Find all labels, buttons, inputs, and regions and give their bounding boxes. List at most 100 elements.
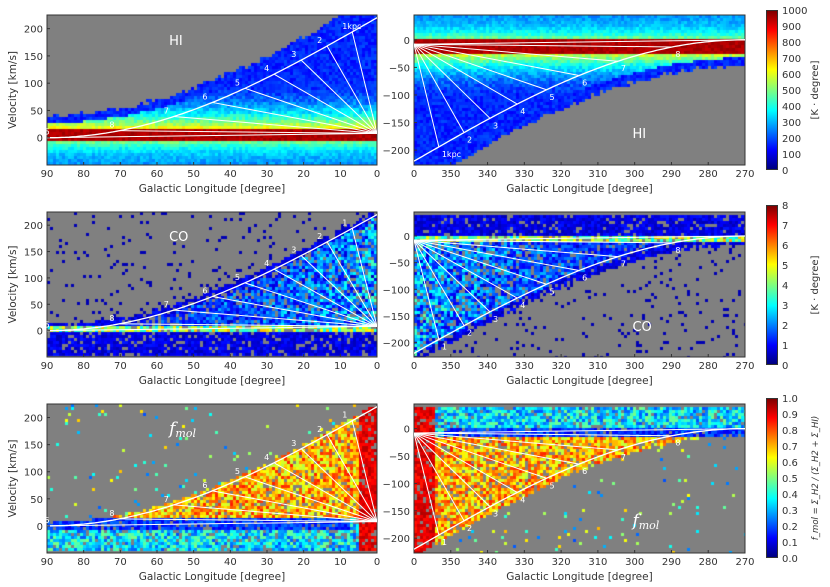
x-tick-label: 330 xyxy=(515,361,534,372)
colorbar-tick-label: 4 xyxy=(782,281,788,292)
colorbar-axis-2: 0.0 0.1 0.2 0.3 0.4 0.5 0.6 0.7 0.8 0.9 1.0 f_mol =… xyxy=(782,394,821,565)
y-tick-label: −50 xyxy=(389,452,410,463)
colorbar-tick-label: 0.0 xyxy=(782,554,798,565)
tangent-curve xyxy=(47,214,377,332)
radius-line xyxy=(47,132,377,139)
radius-line xyxy=(414,43,580,76)
radius-label: 2 xyxy=(467,136,472,145)
x-axis-label: Galactic Longitude [degree] xyxy=(139,571,285,583)
panel-title: CO xyxy=(632,320,651,335)
radius-label: 5 xyxy=(550,481,555,490)
radius-line xyxy=(414,432,465,522)
panel-title: HI xyxy=(169,34,183,49)
colorbar-tick-label: 3 xyxy=(782,301,788,312)
x-tick-label: 320 xyxy=(552,361,571,372)
x-tick-label: 80 xyxy=(77,557,90,568)
x-tick-label: 20 xyxy=(297,169,310,180)
radius-label: 6 xyxy=(202,481,207,490)
radius-line xyxy=(173,116,377,134)
x-tick-label: 300 xyxy=(625,361,644,372)
y-tick-label: −200 xyxy=(383,339,410,350)
radius-label: 2 xyxy=(317,232,322,241)
radius-line xyxy=(414,39,745,45)
x-tick-label: 70 xyxy=(114,169,127,180)
radius-line xyxy=(414,239,547,285)
radius-line xyxy=(212,296,377,327)
y-tick-label: 200 xyxy=(24,25,43,36)
colorbar-tick-label: 0.5 xyxy=(782,474,798,485)
radius-line xyxy=(326,434,377,522)
y-tick-label: 0 xyxy=(37,134,43,145)
radius-line xyxy=(414,43,518,105)
radius-line xyxy=(414,428,745,434)
y-tick-label: −100 xyxy=(383,479,410,490)
radius-line xyxy=(351,228,377,327)
radius-label: 3 xyxy=(291,246,296,255)
radius-label: 4 xyxy=(264,64,269,73)
radius-label: 4 xyxy=(520,107,525,116)
x-axis-label: Galactic Longitude [degree] xyxy=(139,375,285,387)
colorbar-tick-label: 1 xyxy=(782,341,788,352)
radius-line xyxy=(351,420,377,522)
heatmap-middle-left xyxy=(47,212,377,357)
y-tick-label: 0 xyxy=(404,425,410,436)
heatmap-bottom-left xyxy=(47,404,377,553)
overlay-lines xyxy=(47,406,377,527)
overlay-lines xyxy=(47,214,377,332)
x-tick-label: 340 xyxy=(478,557,497,568)
radius-label: 8.5 xyxy=(748,239,761,248)
radius-label: 4 xyxy=(520,495,525,504)
x-tick-label: 30 xyxy=(261,361,274,372)
x-tick-label: 280 xyxy=(699,361,718,372)
tangent-curve xyxy=(414,428,745,550)
y-tick-label: −150 xyxy=(383,312,410,323)
radius-label: 7 xyxy=(621,64,626,73)
radius-line xyxy=(326,241,377,327)
x-tick-label: 340 xyxy=(478,361,497,372)
radius-label: 1 xyxy=(442,342,447,351)
x-tick-label: 0 xyxy=(411,361,417,372)
x-tick-label: 340 xyxy=(478,169,497,180)
radius-line xyxy=(414,239,618,258)
radius-line xyxy=(414,432,618,451)
x-tick-label: 0 xyxy=(374,557,380,568)
colorbar-tick-label: 1000 xyxy=(782,6,807,17)
heatmap-top-right xyxy=(414,15,745,165)
radius-label: 1kpc xyxy=(442,150,461,159)
x-tick-label: 0 xyxy=(411,169,417,180)
radius-label: 6 xyxy=(582,78,587,87)
y-tick-label: 150 xyxy=(24,52,43,63)
y-tick-label: 50 xyxy=(30,495,43,506)
x-axis-label: Galactic Longitude [degree] xyxy=(506,183,652,195)
radius-label: 7 xyxy=(164,107,169,116)
x-tick-label: 70 xyxy=(114,557,127,568)
x-tick-label: 20 xyxy=(297,557,310,568)
colorbar-tick-label: 900 xyxy=(782,22,801,33)
radius-label: 8.5 xyxy=(37,128,50,137)
radius-line xyxy=(173,504,377,523)
y-tick-label: 50 xyxy=(30,106,43,117)
y-tick-label: −100 xyxy=(383,91,410,102)
axes-frame xyxy=(46,403,378,554)
radius-line xyxy=(414,239,673,244)
x-tick-label: 310 xyxy=(588,169,607,180)
colorbar-tick-label: 100 xyxy=(782,150,801,161)
x-tick-label: 10 xyxy=(334,361,347,372)
colorbar-tick-label: 0.6 xyxy=(782,458,798,469)
radius-line xyxy=(273,268,377,327)
heatmap-top-left xyxy=(47,15,377,165)
colorbar-tick-label: 0.8 xyxy=(782,426,798,437)
y-tick-label: −150 xyxy=(383,507,410,518)
radius-label: 1 xyxy=(442,538,447,547)
radius-line xyxy=(414,239,491,313)
radius-line xyxy=(273,462,377,523)
colorbar-tick-label: 200 xyxy=(782,134,801,145)
radius-line xyxy=(244,87,377,134)
overlay-lines xyxy=(414,39,745,162)
x-tick-label: 310 xyxy=(588,557,607,568)
radius-line xyxy=(414,432,440,536)
y-tick-label: 150 xyxy=(24,441,43,452)
colorbar-tick-label: 2 xyxy=(782,321,788,332)
